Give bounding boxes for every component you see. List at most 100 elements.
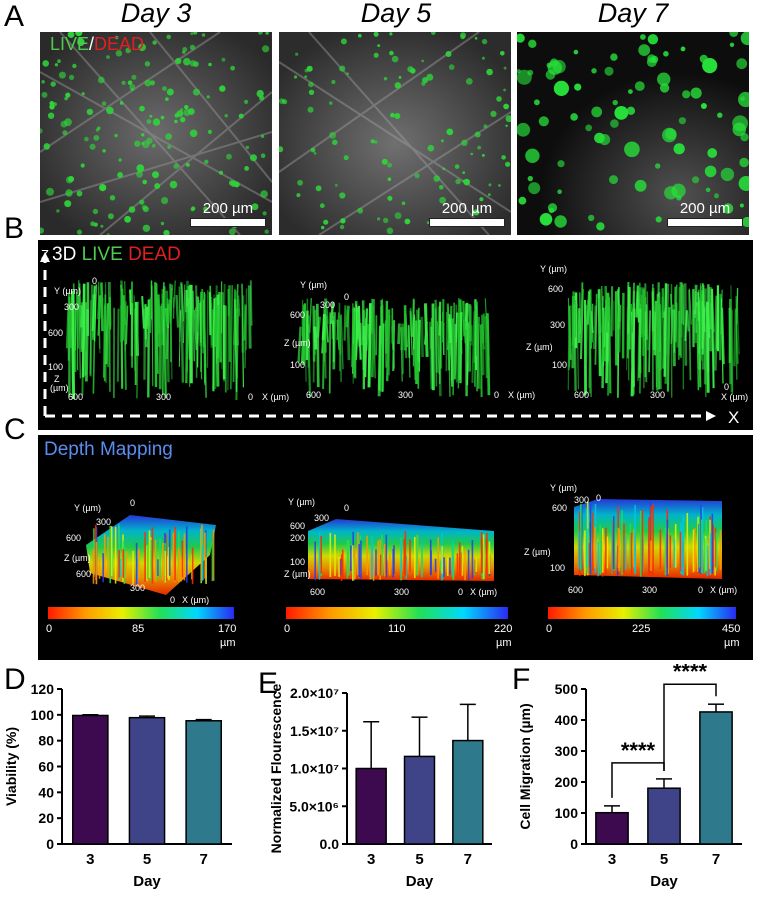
cell-dot (296, 193, 301, 198)
cell-dot (321, 225, 325, 230)
cell-dot (678, 117, 686, 125)
cell-dot (483, 124, 488, 129)
live-cell-streak (360, 322, 363, 346)
cell-dot (62, 130, 68, 136)
live-cell-streak (471, 311, 476, 384)
cell-dot (387, 195, 393, 201)
cell-dot (238, 113, 244, 119)
cell-dot (498, 184, 501, 187)
live-cell-streak (576, 303, 579, 390)
cell-dot (664, 186, 678, 200)
cell-dot (377, 44, 381, 47)
cell-dot (557, 189, 562, 194)
cell-dot (106, 233, 110, 235)
live-cell-streak (305, 310, 309, 361)
cell-dot (182, 50, 186, 54)
cell-dot (465, 78, 473, 85)
live-cell-streak (156, 294, 161, 334)
cell-dot (455, 178, 461, 185)
panel-b-legend: 3D LIVE DEAD (52, 244, 181, 266)
cell-dot (56, 209, 60, 213)
y-tick-label: 0.0 (320, 836, 340, 852)
r3-x2: 0 (724, 382, 730, 392)
significance-label: **** (673, 664, 708, 684)
live-cell-streak (343, 305, 347, 341)
cell-dot (487, 193, 491, 197)
z-axis-label: Z (41, 247, 49, 262)
x-axis-label: X (728, 408, 740, 427)
live-cell-streak (462, 300, 466, 337)
cell-dot (141, 204, 147, 210)
cell-dot (134, 140, 141, 147)
cbar1-min: 0 (46, 623, 53, 635)
cell-dot (265, 32, 269, 35)
cell-dot (40, 227, 44, 234)
cell-dot (462, 171, 466, 175)
cell-dot (80, 163, 85, 168)
live-cell-streak (588, 309, 592, 388)
panel-c-depth-mapping: Depth Mapping 0 Y (µm) 300 (38, 435, 753, 660)
legend-dead: DEAD (128, 244, 181, 265)
cell-dot (488, 183, 492, 187)
live-cell-streak (321, 314, 326, 341)
live-cell-streak (324, 298, 329, 324)
live-cell-streak (639, 287, 645, 335)
cell-dot (160, 221, 165, 226)
scale-bar-2: 200 µm (429, 200, 505, 227)
cell-dot (373, 140, 378, 144)
live-cell-streak (154, 282, 158, 388)
x-tick-label: 5 (143, 851, 151, 868)
cell-dot (473, 209, 480, 216)
cell-dot (346, 72, 349, 75)
cell-dot (439, 196, 446, 204)
cell-dot (68, 176, 75, 182)
cell-dot (92, 208, 99, 215)
cell-dot (474, 131, 481, 138)
cell-dot (93, 135, 100, 141)
cell-dot (742, 216, 749, 228)
cell-dot (146, 137, 153, 144)
bar-day-3 (355, 767, 387, 845)
cell-dot (179, 108, 184, 112)
live-cell-streak (567, 309, 570, 391)
cell-dot (102, 149, 106, 153)
live-cell-streak (203, 293, 206, 386)
live-cell-streak (301, 299, 304, 325)
cell-dot (183, 108, 191, 117)
c-r2-x2: 0 (458, 587, 464, 597)
cell-dot (192, 88, 200, 96)
cell-dot (152, 118, 161, 126)
bar-day-7 (452, 739, 484, 845)
cell-dot (705, 187, 711, 193)
live-cell-streak (694, 291, 697, 319)
cell-dot (477, 145, 481, 150)
live-cell-streak (180, 282, 185, 383)
cell-dot (740, 96, 745, 101)
cell-dot (655, 216, 662, 223)
cell-dot (57, 59, 61, 64)
cell-dot (439, 185, 444, 190)
live-cell-streak (438, 301, 442, 336)
cell-dot (673, 143, 685, 155)
live-cell-streak (125, 305, 129, 345)
cell-dot (282, 99, 285, 103)
r1-z-val: 100 (48, 362, 64, 372)
cell-dot (76, 229, 83, 235)
y-tick-label: 80 (38, 733, 54, 749)
panel-letter-f: F (512, 663, 531, 696)
cell-dot (256, 89, 264, 98)
live-cell-streak (638, 308, 642, 378)
c-r3-x-axis: X (µm) (710, 585, 738, 595)
r3-y-axis: Y (µm) (540, 264, 568, 274)
cell-dot (383, 77, 388, 81)
live-cell-streak (672, 309, 676, 367)
colorbar-1 (48, 607, 234, 619)
live-cell-streak (158, 305, 163, 390)
panel-letter-d: D (4, 663, 26, 696)
bar-day-3 (72, 714, 109, 845)
r1-x2: 0 (248, 392, 254, 402)
r2-y2: 600 (290, 310, 306, 320)
r2-x2: 0 (494, 390, 500, 400)
live-cell-streak (385, 300, 389, 354)
bar-day-5 (403, 755, 436, 845)
